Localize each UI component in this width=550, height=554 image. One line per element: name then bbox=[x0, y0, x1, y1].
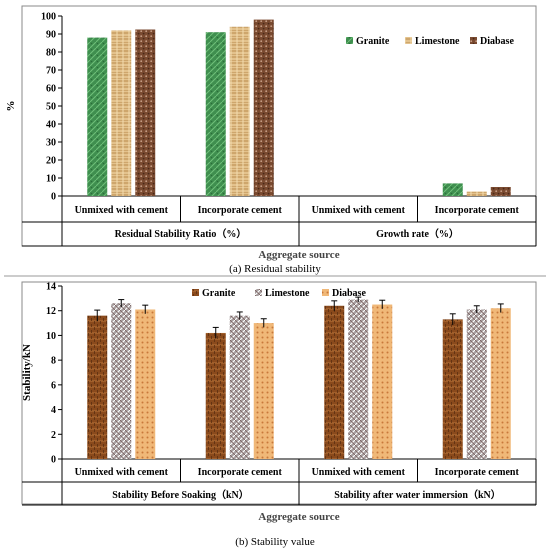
legend-swatch bbox=[192, 289, 199, 296]
legend-swatch bbox=[470, 37, 477, 44]
y-tick-label: 10 bbox=[46, 331, 56, 342]
y-tick-label: 70 bbox=[46, 66, 56, 77]
bar bbox=[135, 29, 156, 196]
legend-swatch bbox=[405, 37, 412, 44]
y-tick-label: 8 bbox=[51, 356, 56, 367]
legend-label: Limestone bbox=[415, 36, 460, 47]
bar bbox=[111, 303, 132, 459]
legend-swatch bbox=[255, 289, 262, 296]
x-group-label: Residual Stability Ratio（%） bbox=[115, 227, 247, 240]
bar bbox=[466, 309, 487, 459]
x-axis-title: Aggregate source bbox=[258, 249, 339, 261]
x-category-label: Incorporate cement bbox=[198, 467, 283, 478]
bar bbox=[324, 305, 345, 459]
x-category-label: Unmixed with cement bbox=[75, 205, 169, 216]
panel-a: 0 10 20 30 40 50 60 70 80 90 100% Unmixed with ceme… bbox=[5, 5, 537, 275]
bar bbox=[205, 32, 226, 197]
panel-b: 0 2 4 6 8 10 12 14 Stability/kN Unmixed with ceme… bbox=[21, 281, 537, 548]
y-tick-label: 14 bbox=[46, 282, 56, 293]
legend-label: Limestone bbox=[265, 288, 310, 299]
legend-label: Diabase bbox=[480, 36, 514, 47]
y-tick-label: 0 bbox=[51, 192, 56, 203]
y-tick-label: 80 bbox=[46, 48, 56, 59]
bar bbox=[490, 308, 511, 459]
bar bbox=[490, 187, 511, 196]
x-category-label: Unmixed with cement bbox=[312, 467, 406, 478]
x-category-label: Unmixed with cement bbox=[312, 205, 406, 216]
x-group-label: Stability Before Soaking（kN） bbox=[112, 488, 249, 501]
bar bbox=[229, 315, 250, 459]
y-axis-label: % bbox=[5, 101, 17, 112]
x-category-label: Incorporate cement bbox=[435, 467, 520, 478]
panel-caption: (b) Stability value bbox=[235, 536, 315, 548]
bar bbox=[229, 26, 250, 196]
chart-frame bbox=[21, 281, 537, 505]
y-tick-label: 6 bbox=[51, 380, 56, 391]
y-tick-label: 4 bbox=[51, 405, 56, 416]
x-category-label: Incorporate cement bbox=[435, 205, 520, 216]
bar bbox=[87, 315, 108, 459]
legend-swatch bbox=[322, 289, 329, 296]
bar bbox=[87, 37, 108, 196]
x-category-label: Incorporate cement bbox=[198, 205, 283, 216]
legend-swatch bbox=[346, 37, 353, 44]
y-tick-label: 20 bbox=[46, 156, 56, 167]
bar bbox=[253, 19, 274, 196]
y-tick-label: 2 bbox=[51, 430, 56, 441]
bar bbox=[205, 332, 226, 459]
bar bbox=[253, 323, 274, 459]
bar bbox=[442, 319, 463, 459]
x-axis-title: Aggregate source bbox=[258, 511, 339, 523]
y-tick-label: 0 bbox=[51, 455, 56, 466]
y-tick-label: 50 bbox=[46, 102, 56, 113]
x-group-label: Stability after water immersion（kN） bbox=[334, 488, 501, 501]
legend-label: Granite bbox=[356, 36, 390, 47]
bar bbox=[372, 304, 393, 459]
x-category-label: Unmixed with cement bbox=[75, 467, 169, 478]
panel-caption: (a) Residual stability bbox=[229, 263, 321, 275]
y-tick-label: 30 bbox=[46, 138, 56, 149]
bar bbox=[111, 30, 132, 197]
legend-label: Granite bbox=[202, 288, 236, 299]
bar bbox=[348, 299, 369, 459]
y-tick-label: 100 bbox=[41, 12, 56, 23]
y-tick-label: 12 bbox=[46, 306, 56, 317]
bar bbox=[466, 191, 487, 196]
y-tick-label: 60 bbox=[46, 84, 56, 95]
bar bbox=[135, 309, 156, 459]
y-tick-label: 10 bbox=[46, 174, 56, 185]
y-axis-label: Stability/kN bbox=[21, 344, 33, 401]
y-tick-label: 90 bbox=[46, 30, 56, 41]
x-group-label: Growth rate（%） bbox=[376, 227, 459, 240]
bar bbox=[442, 183, 463, 196]
legend-label: Diabase bbox=[332, 288, 366, 299]
y-tick-label: 40 bbox=[46, 120, 56, 131]
